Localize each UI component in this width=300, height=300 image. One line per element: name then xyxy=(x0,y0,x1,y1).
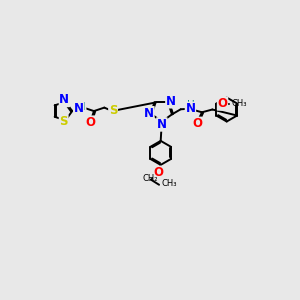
Text: N: N xyxy=(166,95,176,108)
Text: CH₃: CH₃ xyxy=(232,99,247,108)
Text: N: N xyxy=(144,107,154,120)
Text: O: O xyxy=(86,116,96,129)
Text: N: N xyxy=(157,118,167,131)
Text: O: O xyxy=(192,117,202,130)
Text: S: S xyxy=(59,115,68,128)
Text: N: N xyxy=(74,102,84,115)
Text: H: H xyxy=(187,100,195,110)
Text: CH₂: CH₂ xyxy=(142,174,158,183)
Text: S: S xyxy=(109,104,117,117)
Text: O: O xyxy=(154,166,164,179)
Text: N: N xyxy=(185,102,195,115)
Text: O: O xyxy=(218,97,227,110)
Text: N: N xyxy=(59,94,69,106)
Text: H: H xyxy=(78,102,86,112)
Text: CH₃: CH₃ xyxy=(161,179,177,188)
